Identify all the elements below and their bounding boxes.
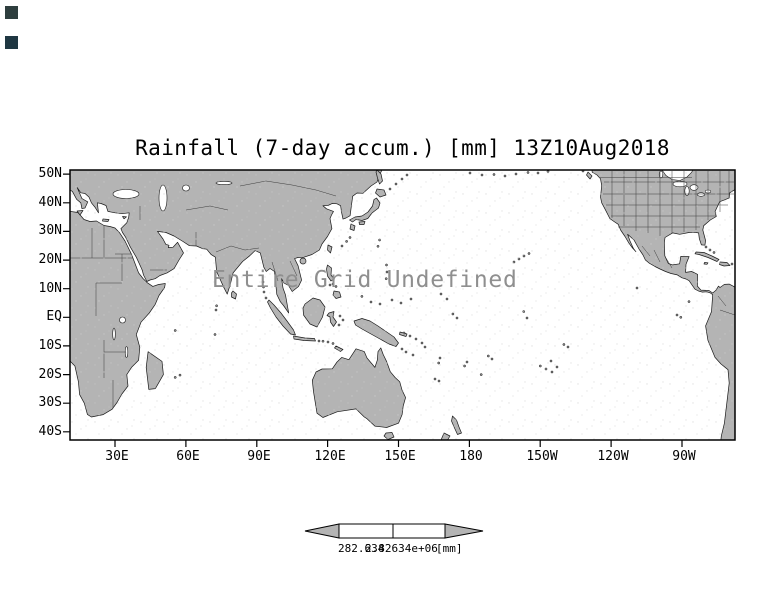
lon-tick-label-180: 180 [459,449,483,464]
lat-tick-label-eq: EQ [46,309,62,324]
lon-tick-label-30e: 30E [105,449,129,464]
colorbar [304,523,484,539]
colorbar-body [338,523,446,539]
lon-tick-label-60e: 60E [176,449,200,464]
lat-tick-label-50n: 50N [38,166,62,181]
lat-tick-label-30s: 30S [38,395,62,410]
colorbar-left-arrow [304,523,340,539]
lat-tick-label-10n: 10N [38,281,62,296]
lon-tick-label-150w: 150W [526,449,558,464]
window-artifact-icon-2 [5,36,18,49]
lat-tick-label-40n: 40N [38,195,62,210]
colorbar-min-label: 282.634 [338,542,385,555]
lat-tick-label-30n: 30N [38,223,62,238]
longitude-ticks [114,440,683,447]
colorbar-right-arrow [444,523,484,539]
lon-tick-label-90e: 90E [247,449,271,464]
window-artifact-icon-1 [5,6,18,19]
lon-tick-label-120w: 120W [597,449,629,464]
lat-tick-label-40s: 40S [38,424,62,439]
world-map-plot [63,169,736,447]
lat-tick-label-20n: 20N [38,252,62,267]
lat-tick-label-20s: 20S [38,367,62,382]
lon-tick-label-120e: 120E [314,449,346,464]
colorbar-max-label: 2.82634e+06 [365,542,438,555]
latitude-ticks [63,173,70,433]
lat-tick-label-10s: 10S [38,338,62,353]
dither-speckle-overlay [70,170,735,440]
grid-undefined-message: Entire Grid Undefined [212,267,518,293]
plot-frame [69,169,736,441]
page-title: Rainfall (7-day accum.) [mm] 13Z10Aug201… [135,136,670,160]
lon-tick-label-150e: 150E [384,449,416,464]
lon-tick-label-90w: 90W [672,449,696,464]
colorbar-units-label: [mm] [436,542,463,555]
